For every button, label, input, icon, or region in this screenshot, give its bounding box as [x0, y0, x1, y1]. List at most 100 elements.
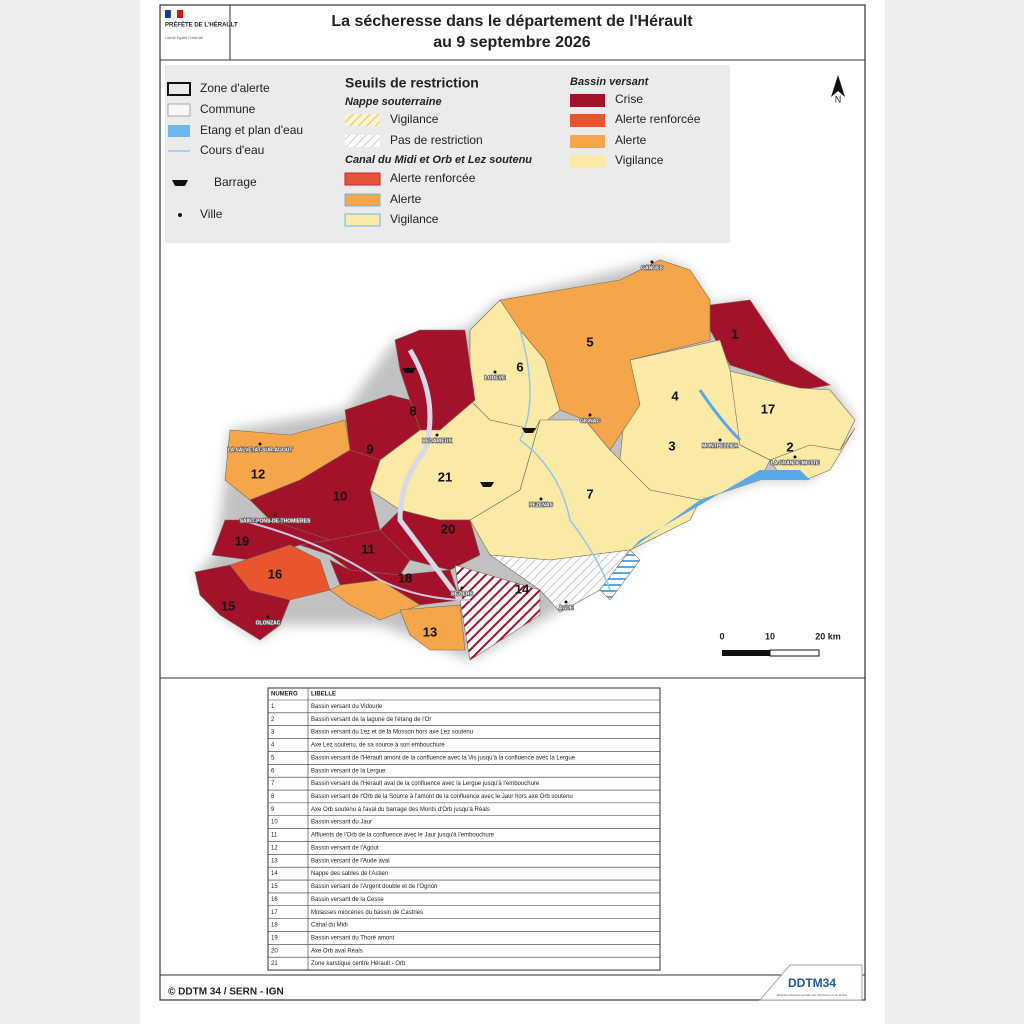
zone-label: 16 — [268, 566, 282, 581]
zone-label: 11 — [361, 541, 375, 556]
table-cell: Molasses miocènes du bassin de Castries — [311, 910, 423, 916]
table-cell: 21 — [271, 961, 278, 967]
table-cell: 19 — [271, 935, 278, 941]
legend-label: Barrage — [214, 175, 257, 189]
zone-label: 21 — [438, 469, 452, 484]
zone-label: 19 — [235, 533, 249, 548]
town-dot — [539, 497, 543, 501]
legend-heading: Bassin versant — [570, 76, 650, 88]
town-label: GIGNAC — [580, 418, 600, 424]
legend-label: Etang et plan d'eau — [200, 123, 303, 137]
town-dot — [273, 513, 277, 517]
zone-label: 1 — [731, 326, 738, 341]
north-label: N — [835, 94, 842, 104]
table-cell: 12 — [271, 845, 278, 851]
table-cell: Bassin versant de l'Orb de la Source à l… — [311, 794, 573, 800]
table-border — [267, 687, 661, 971]
town-label: PEZENAS — [529, 502, 553, 508]
town-label: LA SALVETAT-SUR-AGOUT — [228, 447, 293, 453]
town-label: OLONZAC — [256, 620, 281, 626]
map — [194, 259, 856, 661]
scale-bar — [722, 649, 820, 657]
table-cell: 16 — [271, 897, 278, 903]
table-cell: 2 — [271, 717, 275, 723]
town-dot — [588, 413, 592, 417]
table-cell: Bassin versant de l'Hérault aval de la c… — [311, 781, 540, 787]
brand-shape — [758, 964, 863, 1001]
table-cell: Canal du Midi — [311, 923, 348, 929]
zone-label: 3 — [668, 438, 675, 453]
zone-label: 14 — [515, 581, 530, 596]
table-cell: 17 — [271, 910, 278, 916]
town-dot — [493, 370, 497, 374]
table-cell: Bassin versant de l'Argent double et de … — [311, 884, 437, 890]
zone-label: 10 — [333, 488, 347, 503]
zone-label: 8 — [409, 403, 416, 418]
table-cell: Bassin versant du Thoré amont — [311, 935, 395, 941]
table-cell: 5 — [271, 755, 275, 761]
table-cell: Zone karstique centre Hérault - Orb — [311, 961, 406, 967]
table-cell: 14 — [271, 871, 278, 877]
table-cell: 15 — [271, 884, 278, 890]
legend-label: Alerte — [615, 133, 647, 147]
legend-label: Alerte renforcée — [390, 171, 476, 185]
town-dot — [650, 260, 654, 264]
table-cell: 18 — [271, 923, 278, 929]
table-cell: 20 — [271, 948, 278, 954]
table-cell: 9 — [271, 807, 275, 813]
legend-heading: Canal du Midi et Orb et Lez soutenu — [345, 154, 532, 166]
zone-label: 20 — [441, 521, 455, 536]
table-cell: 7 — [271, 781, 275, 787]
legend-label: Crise — [615, 92, 643, 106]
scale-label: 20 km — [815, 631, 841, 641]
town-label: LODEVE — [485, 375, 506, 381]
legend-label: Pas de restriction — [390, 133, 483, 147]
credit: © DDTM 34 / SERN - IGN — [168, 987, 284, 998]
legend-label: Cours d'eau — [200, 143, 264, 157]
table-cell: 11 — [271, 833, 278, 839]
table-cell: 1 — [271, 704, 275, 710]
table-cell: Axe Orb soutenu à l'aval du barrage des … — [311, 807, 490, 813]
logo: PRÉFÈTE DE L'HÉRAULT Liberté Égalité Fra… — [165, 9, 238, 40]
table-cell: Bassin versant de la lagune de l'étang d… — [311, 717, 431, 723]
table-cell: Bassin versant de la Lergue — [311, 768, 386, 774]
table-header: LIBELLE — [311, 692, 336, 698]
table-cell: 3 — [271, 730, 275, 736]
table-cell: Bassin versant du Jaur — [311, 820, 372, 826]
legend-label: Commune — [200, 102, 256, 116]
town-label: AGDE — [559, 605, 574, 611]
town-label: GANGES — [641, 265, 663, 271]
north-arrow — [831, 75, 845, 97]
motto: Liberté Égalité Fraternité — [165, 35, 203, 40]
table: NUMERO LIBELLE 1 Bassin versant du Vidourle… — [267, 687, 661, 971]
zone-label: 6 — [516, 359, 523, 374]
town-dot — [718, 438, 722, 442]
table-cell: 8 — [271, 794, 275, 800]
legend-label: Vigilance — [390, 112, 439, 126]
table-cell: Bassin versant du Lez et de la Mosson ho… — [311, 730, 473, 736]
table-cell: 4 — [271, 743, 275, 749]
legend-box — [165, 65, 730, 243]
zone-label: 12 — [251, 466, 265, 481]
legend-label: Vigilance — [390, 212, 439, 226]
legend — [167, 82, 605, 227]
zone-label: 13 — [423, 624, 437, 639]
legend-label: Ville — [200, 207, 223, 221]
brand-sub: Direction Départementale des Territoires… — [777, 993, 847, 997]
frame — [159, 4, 866, 1001]
legend-label: Zone d'alerte — [200, 81, 270, 95]
table-cell: Bassin versant du Vidourle — [311, 704, 383, 710]
zone-label: 2 — [786, 439, 793, 454]
town-dot — [793, 455, 797, 459]
table-cell: Bassin versant de l'Hérault amont de la … — [311, 755, 576, 761]
town-label: SAINT-PONS-DE-THOMIERES — [240, 518, 311, 524]
logo-text: PRÉFÈTE DE L'HÉRAULT — [165, 21, 238, 29]
table-cell: Bassin versant de l'Agout — [311, 845, 379, 851]
zone-label: 18 — [398, 570, 412, 585]
table-cell: Affluents de l'Orb de la confluence avec… — [311, 833, 495, 839]
town-dot — [460, 586, 464, 590]
table-cell: Axe Lez soutenu, de sa source à son embo… — [311, 743, 445, 749]
zone-label: 17 — [761, 401, 775, 416]
table-cell: Axe Orb aval Réals — [311, 948, 363, 954]
brand: DDTM34 — [788, 976, 836, 990]
